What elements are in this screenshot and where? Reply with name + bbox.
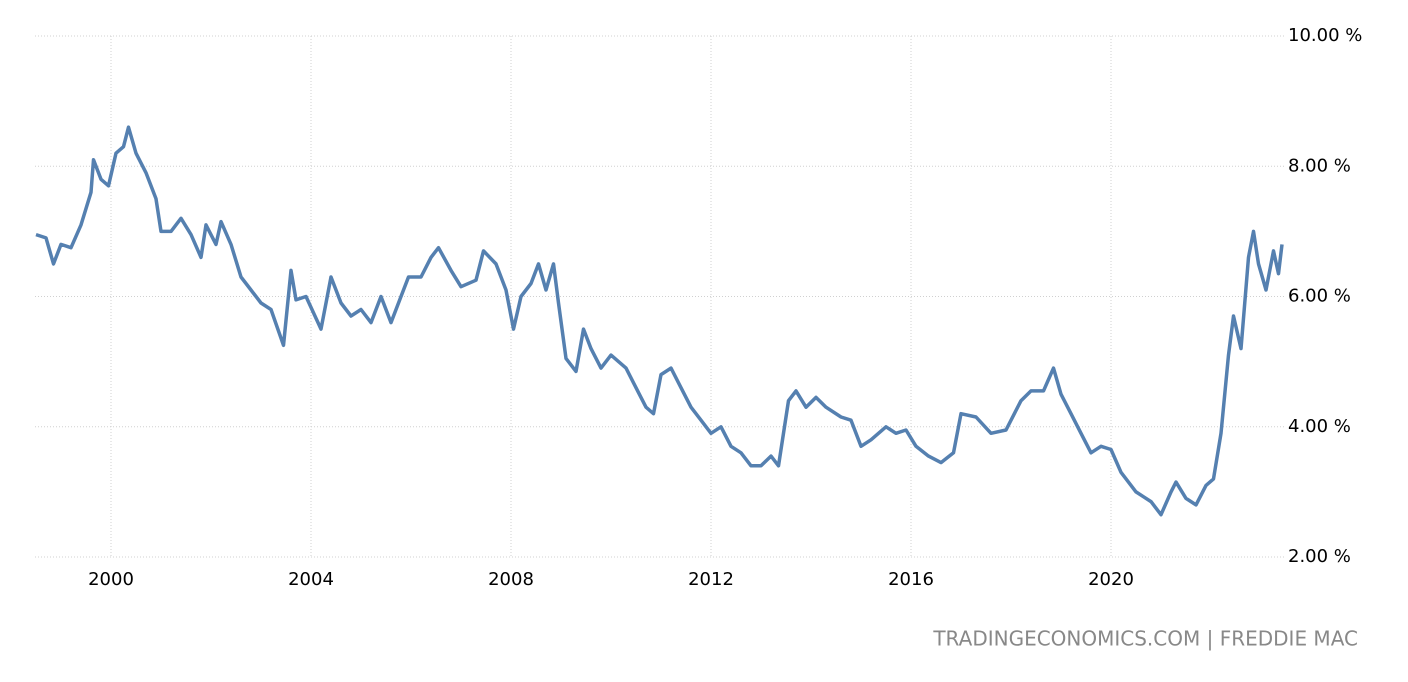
- y-tick-label: 8.00 %: [1288, 155, 1351, 176]
- y-tick-label: 4.00 %: [1288, 416, 1351, 437]
- line-series: [35, 125, 1284, 517]
- x-tick-label: 2000: [88, 569, 134, 590]
- x-tick-label: 2012: [688, 569, 734, 590]
- x-tick-label: 2004: [288, 569, 334, 590]
- source-note: TRADINGECONOMICS.COM | FREDDIE MAC: [932, 627, 1358, 651]
- y-tick-label: 6.00 %: [1288, 286, 1351, 307]
- x-tick-label: 2020: [1088, 569, 1134, 590]
- y-tick-label: 2.00 %: [1288, 546, 1351, 567]
- x-tick-label: 2016: [888, 569, 934, 590]
- y-tick-label: 10.00 %: [1288, 25, 1362, 46]
- x-tick-label: 2008: [488, 569, 534, 590]
